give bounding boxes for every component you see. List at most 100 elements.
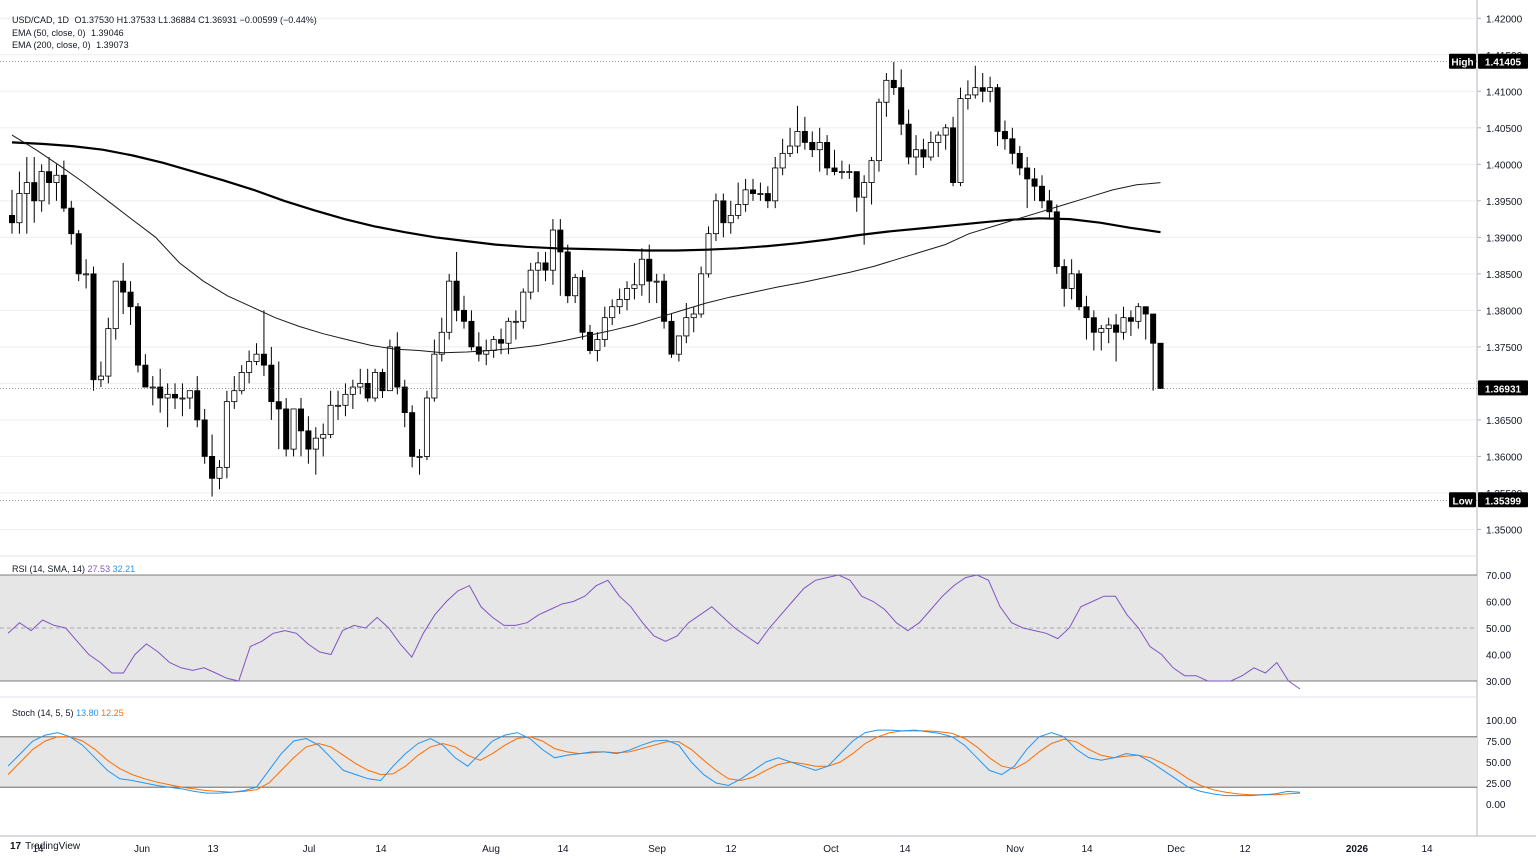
candle-body xyxy=(1061,266,1068,289)
candle-body xyxy=(194,390,201,421)
stoch-d-series xyxy=(7,730,1301,796)
stoch-tick-label: 0.00 xyxy=(1486,800,1506,811)
candle-body xyxy=(172,393,179,399)
candle-body xyxy=(1142,306,1149,315)
time-tick-label: 14 xyxy=(1421,844,1433,855)
candle-body xyxy=(661,280,668,322)
high-value-tag-bg xyxy=(1478,53,1528,69)
candle-body xyxy=(120,280,127,293)
candle-body xyxy=(409,412,416,457)
candle-body xyxy=(231,390,238,403)
candle-body xyxy=(1098,328,1105,333)
candle-body xyxy=(1068,273,1075,289)
time-tick-label: 2026 xyxy=(1346,844,1369,855)
price-tick-label: 1.36500 xyxy=(1486,416,1523,427)
rsi-tick-label: 40.00 xyxy=(1486,651,1511,662)
price-axis[interactable]: 1.420001.415001.410001.405001.400001.395… xyxy=(1477,14,1523,811)
time-tick-label: Sep xyxy=(648,844,666,855)
candle-body xyxy=(994,87,1001,132)
ema50-legend: EMA (50, close, 0) 1.39046 xyxy=(12,28,127,38)
time-tick-label: 12 xyxy=(725,844,737,855)
candle-body xyxy=(557,229,564,253)
candle-body xyxy=(1038,185,1045,202)
candle-body xyxy=(1009,138,1016,154)
candle-body xyxy=(505,320,512,344)
candle-body xyxy=(816,142,823,151)
price-tick-label: 1.38000 xyxy=(1486,306,1523,317)
candle-body xyxy=(890,79,897,89)
candle-body xyxy=(720,200,727,224)
price-markers: High 1.41405 Low 1.35399 1.36931 xyxy=(0,53,1528,508)
candle-body xyxy=(698,273,705,315)
candle-body xyxy=(1083,306,1090,319)
stoch-k-value: 13.80 xyxy=(76,708,99,718)
stoch-tick-label: 100.00 xyxy=(1486,716,1517,727)
ema200-value: 1.39073 xyxy=(96,40,129,50)
candle-body xyxy=(8,215,15,224)
candle-body xyxy=(624,288,631,300)
candle-body xyxy=(16,193,23,224)
last-price-tag-bg xyxy=(1478,380,1528,396)
tradingview-brand[interactable]: 17 TradingView xyxy=(10,841,80,852)
candle-body xyxy=(1016,152,1023,169)
candle-body xyxy=(683,317,690,337)
price-tick-label: 1.35000 xyxy=(1486,525,1523,536)
ema200-line xyxy=(11,141,1161,252)
candle-body xyxy=(379,372,386,392)
time-tick-label: 13 xyxy=(207,844,219,855)
stoch-d-value: 12.25 xyxy=(101,708,124,718)
price-tick-label: 1.42000 xyxy=(1486,14,1523,25)
time-tick-label: 12 xyxy=(1239,844,1251,855)
rsi-legend: RSI (14, SMA, 14) 27.53 32.21 xyxy=(12,564,135,574)
candle-body xyxy=(824,142,831,169)
low-tag-bg xyxy=(1449,492,1476,508)
candle-body xyxy=(201,419,208,457)
candle-body xyxy=(787,145,794,154)
candle-body xyxy=(809,142,816,151)
ema50-line xyxy=(11,134,1161,354)
candle-body xyxy=(1127,317,1134,322)
time-tick-label: 14 xyxy=(32,844,44,855)
candle-body xyxy=(423,397,430,457)
ema50-label: EMA (50, close, 0) xyxy=(12,28,86,38)
candle-body xyxy=(690,313,697,319)
candle-body xyxy=(127,291,134,308)
candle-body xyxy=(134,306,141,366)
candle-body xyxy=(1053,211,1060,267)
candle-body xyxy=(675,335,682,355)
candle-body xyxy=(1076,273,1083,308)
candle-body xyxy=(461,309,468,322)
candle-body xyxy=(209,456,216,479)
candle-body xyxy=(853,171,860,198)
price-tick-label: 1.38500 xyxy=(1486,270,1523,281)
candle-body xyxy=(349,386,356,395)
candle-body xyxy=(297,408,304,432)
candle-body xyxy=(1120,317,1127,333)
candle-body xyxy=(512,320,519,323)
candle-body xyxy=(268,364,275,403)
candle-body xyxy=(905,123,912,158)
candle-body xyxy=(638,258,645,286)
price-tick-label: 1.36000 xyxy=(1486,452,1523,463)
candle-body xyxy=(290,408,297,450)
stoch-tick-label: 25.00 xyxy=(1486,779,1511,790)
low-value-tag-bg xyxy=(1478,492,1528,508)
candle-body xyxy=(838,171,845,174)
chart-header-ohlc: USD/CAD, 1D O1.37530 H1.37533 L1.36884 C… xyxy=(12,15,320,25)
low-value-tag: 1.35399 xyxy=(1485,496,1522,507)
candle-body xyxy=(942,127,949,136)
candle-body xyxy=(527,269,534,293)
candle-body xyxy=(601,317,608,340)
candle-body xyxy=(1113,324,1120,333)
candle-body xyxy=(979,87,986,92)
candle-body xyxy=(253,353,260,362)
candle-body xyxy=(60,174,67,209)
rsi-value: 27.53 xyxy=(87,564,111,574)
ema-lines xyxy=(11,134,1161,354)
candle-body xyxy=(972,87,979,96)
candle-body xyxy=(883,79,890,103)
time-axis[interactable]: 14 Jun 13 Jul 14 Aug 14 Sep 12 Oct 14 Nov 14 Dec 12 202… xyxy=(32,844,1433,855)
candle-body xyxy=(364,382,371,399)
stoch-tick-label: 75.00 xyxy=(1486,737,1511,748)
price-tick-label: 1.41000 xyxy=(1486,87,1523,98)
